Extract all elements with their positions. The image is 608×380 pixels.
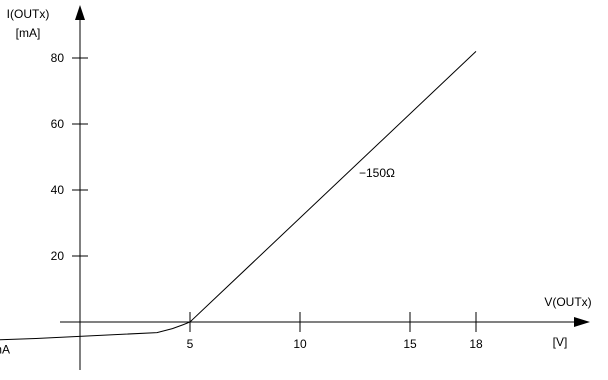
x-axis-unit: [V] bbox=[553, 335, 568, 349]
annotation-current: −3mA bbox=[0, 342, 10, 356]
y-tick-label: 40 bbox=[51, 183, 65, 197]
y-axis-label-line1: I(OUTx) bbox=[7, 7, 50, 21]
x-tick-label: 15 bbox=[403, 337, 417, 351]
y-tick-label: 20 bbox=[51, 249, 65, 263]
iv-curve-line bbox=[0, 51, 477, 341]
annotation-resistance: −150Ω bbox=[359, 166, 395, 180]
x-tick-label: 18 bbox=[469, 337, 483, 351]
y-axis-arrow bbox=[75, 5, 85, 20]
x-tick-label: 10 bbox=[293, 337, 307, 351]
y-tick-label: 80 bbox=[51, 51, 65, 65]
x-axis-arrow bbox=[574, 317, 590, 327]
axes-group bbox=[60, 5, 590, 370]
y-tick-label: 60 bbox=[51, 117, 65, 131]
y-axis-label-line2: [mA] bbox=[16, 26, 41, 40]
x-tick-label: 5 bbox=[187, 337, 194, 351]
ticks-group: 5 10 15 18 20 40 60 80 bbox=[51, 51, 483, 351]
x-axis-label: V(OUTx) bbox=[544, 295, 591, 309]
curve-group bbox=[0, 51, 477, 341]
